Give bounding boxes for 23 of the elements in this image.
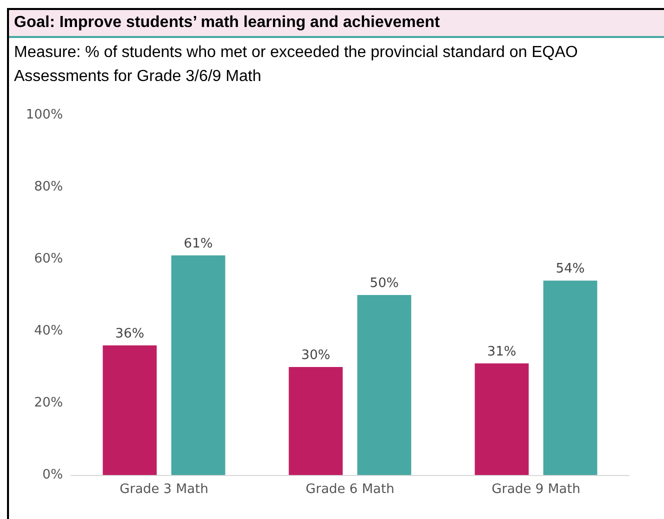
chart-subtitle: Measure: % of students who met or exceeded the provincial standard on EQAO Assessments for Grade 3/6/9 Math xyxy=(13,43,579,87)
bar xyxy=(357,295,412,475)
y-tick-label: 100% xyxy=(26,108,63,122)
bar xyxy=(543,280,598,475)
x-tick-label: Grade 3 Math xyxy=(120,482,208,497)
bar xyxy=(171,255,226,475)
y-tick-label: 80% xyxy=(34,180,63,194)
y-tick-label: 40% xyxy=(34,324,63,338)
x-tick-label: Grade 9 Math xyxy=(492,482,580,497)
chart-title: Goal: Improve students’ math learning and achievement xyxy=(9,10,664,38)
y-tick-label: 20% xyxy=(34,396,63,410)
x-tick-label: Grade 6 Math xyxy=(306,482,394,497)
bar xyxy=(102,345,157,475)
y-tick-label: 0% xyxy=(42,468,63,482)
data-label: 50% xyxy=(370,276,399,291)
data-label: 31% xyxy=(487,344,516,360)
bar xyxy=(288,367,343,475)
data-label: 36% xyxy=(115,326,144,342)
bar xyxy=(474,363,529,475)
data-label: 30% xyxy=(301,348,330,363)
data-label: 54% xyxy=(556,262,585,277)
y-tick-label: 60% xyxy=(34,252,63,266)
data-label: 61% xyxy=(184,236,213,252)
